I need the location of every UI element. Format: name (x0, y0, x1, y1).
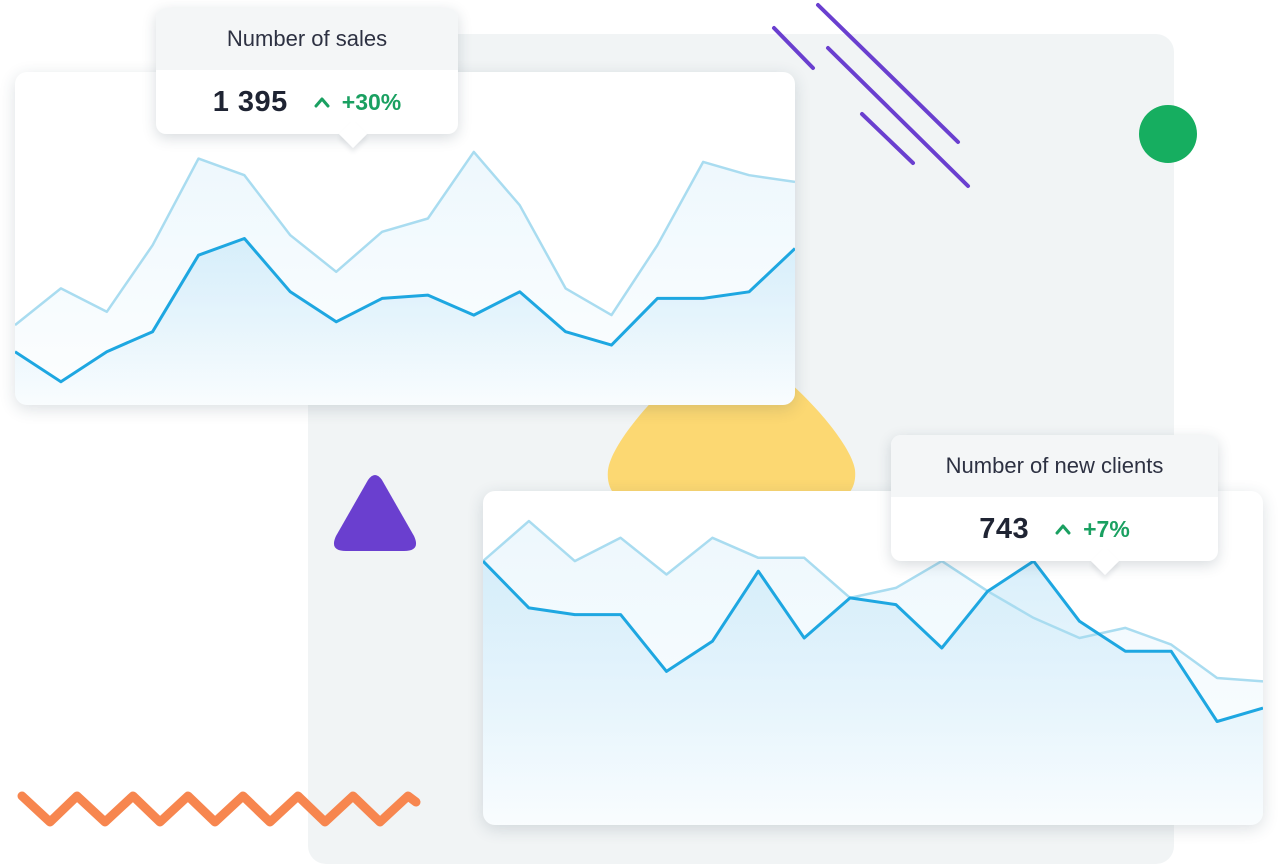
sales-change-value: +30% (341, 88, 402, 115)
orange-zigzag-decoration (17, 791, 421, 827)
sales-value: 1 395 (212, 85, 288, 118)
sales-series-1-line (15, 150, 795, 327)
sales-change: +30% (314, 89, 401, 116)
chevron-up-icon (314, 96, 330, 108)
clients-series-1-line (483, 519, 1263, 683)
purple-triangle-decoration (333, 475, 417, 551)
green-circle-decoration (1139, 105, 1197, 163)
clients-series-2-line (483, 559, 1263, 723)
sales-series-2-line (15, 237, 795, 384)
purple-lines-decoration (772, 3, 970, 188)
clients-change: +7% (1055, 516, 1130, 543)
clients-change-value: +7% (1083, 515, 1130, 542)
chevron-up-icon (1055, 523, 1071, 535)
clients-chart-card (483, 491, 1263, 825)
sales-tooltip: Number of sales 1 395 +30% (156, 8, 458, 149)
sales-line-chart (15, 150, 795, 405)
clients-tooltip-title: Number of new clients (891, 435, 1218, 497)
sales-tooltip-title: Number of sales (156, 8, 458, 70)
sales-series-2-area (15, 238, 795, 405)
clients-line-chart (483, 519, 1263, 825)
clients-series-2-area (483, 561, 1263, 825)
clients-value: 743 (979, 512, 1030, 545)
clients-tooltip: Number of new clients 743 +7% (891, 435, 1218, 576)
